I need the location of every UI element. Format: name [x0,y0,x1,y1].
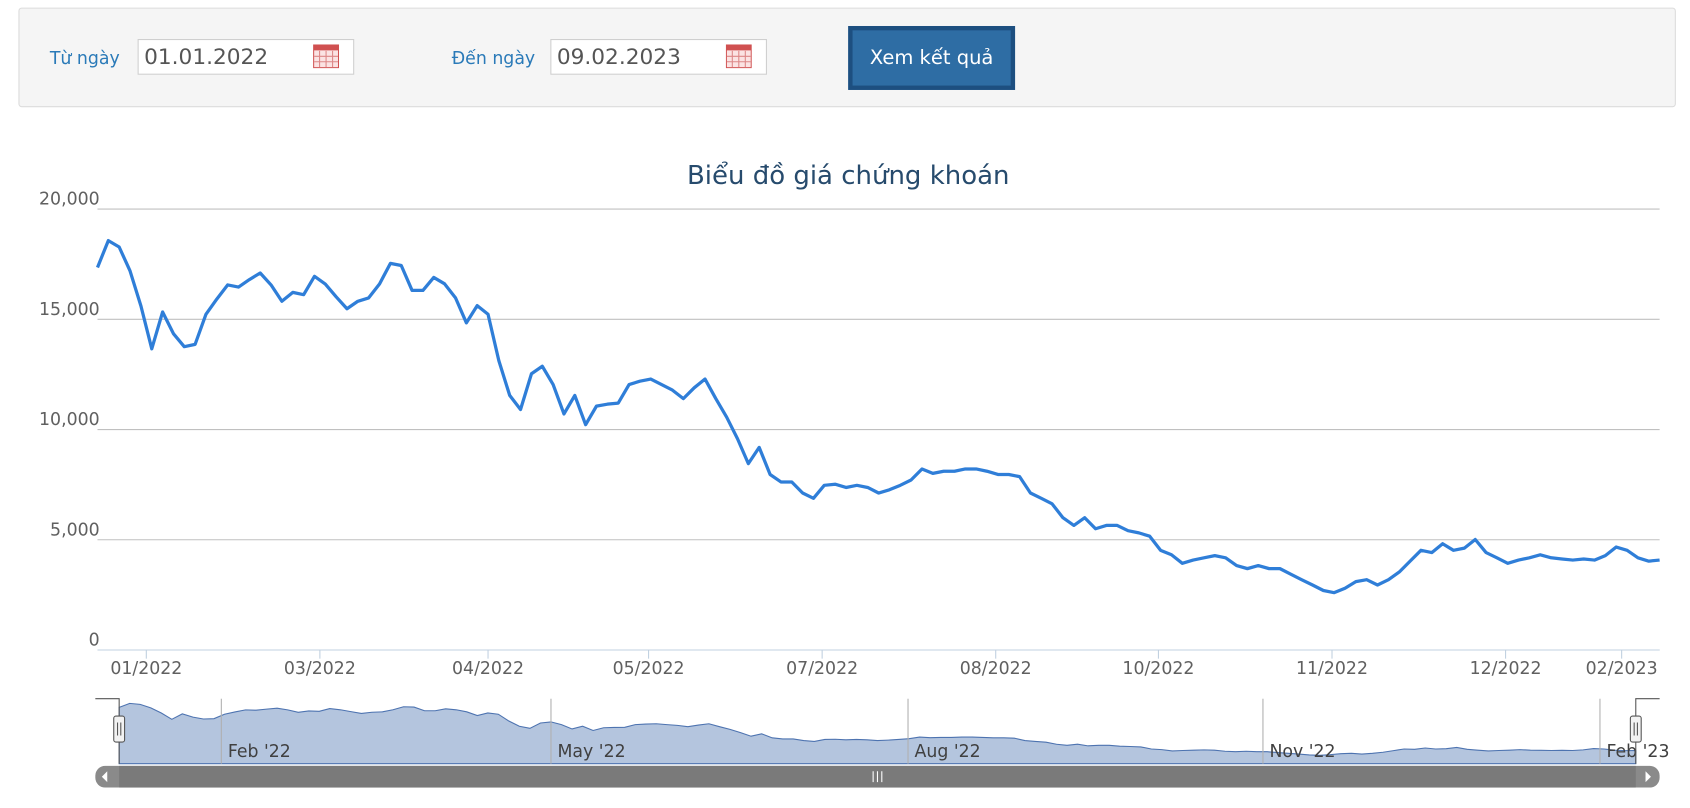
x-tick-label: 08/2022 [960,659,1032,679]
navigator-tick-label: May '22 [557,742,625,762]
navigator-tick-label: Nov '22 [1269,742,1335,762]
from-label: Từ ngày [49,47,120,69]
y-tick-label: 5,000 [50,520,100,540]
calendar-icon[interactable] [725,44,752,69]
to-label: Đến ngày [451,47,536,69]
from-input[interactable]: 01.01.2022 [137,38,355,75]
y-tick-label: 20,000 [39,190,100,210]
handle-grip [1633,722,1638,736]
price-line [95,238,1660,595]
x-tick-label: 04/2022 [452,659,524,679]
y-tick-label: 15,000 [39,300,100,320]
x-tick-label: 01/2022 [110,659,182,679]
x-tick-label: 02/2023 [1586,659,1658,679]
navigator-handle[interactable] [113,715,126,743]
to-value: 09.02.2023 [556,43,681,70]
submit-button[interactable]: Xem kết quả [848,25,1016,90]
filter-bar: Từ ngày 01.01.2022 Đến ngày 09.02.2023 X… [18,7,1676,108]
navigator-area [118,702,1637,765]
navigator-tick-label: Aug '22 [915,742,981,762]
handle-body [1629,715,1642,743]
y-tick-label: 0 [89,631,100,651]
from-value: 01.01.2022 [144,43,269,70]
thumb-grip [872,771,883,783]
x-tick-label: 03/2022 [284,659,356,679]
x-tick-label: 10/2022 [1122,659,1194,679]
x-tick-label: 05/2022 [613,659,685,679]
handle-body [113,715,126,743]
navigator-handle[interactable] [1629,715,1642,743]
navigator-tick-label: Feb '23 [1606,742,1669,762]
navigator-tick-label: Feb '22 [228,742,291,762]
x-tick-label: 07/2022 [786,659,858,679]
x-tick-label: 12/2022 [1470,659,1542,679]
to-input[interactable]: 09.02.2023 [550,38,767,75]
x-tick-label: 11/2022 [1296,659,1368,679]
y-tick-label: 10,000 [39,410,100,430]
handle-grip [116,722,122,736]
chart-title: Biểu đồ giá chứng khoán [687,160,1010,191]
calendar-icon[interactable] [313,44,340,69]
